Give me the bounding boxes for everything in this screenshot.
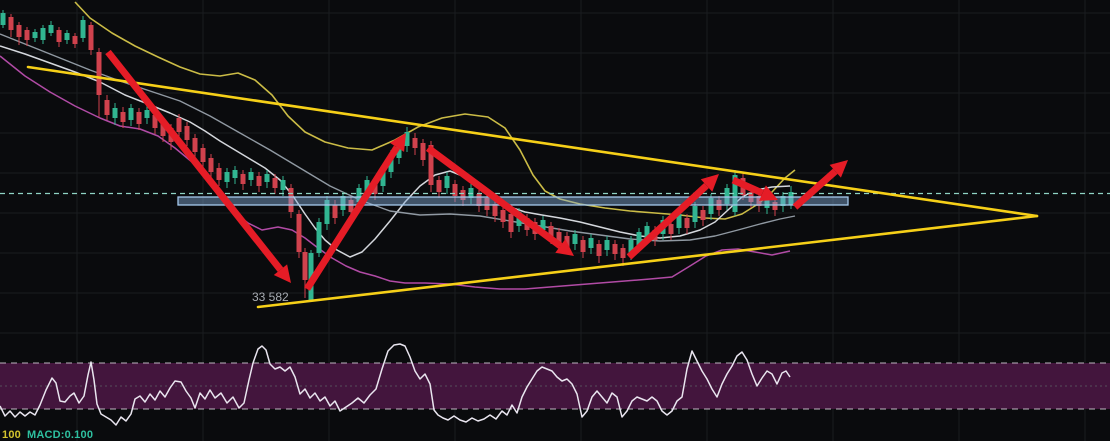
upper-trendline[interactable] xyxy=(26,65,1039,218)
price-zone-rectangle[interactable] xyxy=(177,196,849,206)
triangle-trendlines[interactable] xyxy=(26,65,1039,309)
red-arrow-2[interactable] xyxy=(304,133,406,291)
red-arrow-6[interactable] xyxy=(792,160,848,210)
red-arrow-5[interactable] xyxy=(731,176,778,201)
upper-band-yellow xyxy=(74,1,796,220)
lower-trendline[interactable] xyxy=(256,214,1039,309)
macd-value: MACD:0.100 xyxy=(26,429,94,441)
indicator-value-yellow: 100 xyxy=(2,429,21,441)
red-projection-arrows[interactable] xyxy=(105,49,848,291)
oscillator-line xyxy=(0,343,791,426)
low-price-label: 33 582 xyxy=(252,290,289,304)
indicator-readout: 100 MACD:0.100 xyxy=(2,429,99,441)
lower-band-magenta xyxy=(0,55,791,290)
red-arrow-4[interactable] xyxy=(626,174,719,260)
oscillator-panel xyxy=(0,343,1110,426)
red-arrow-1[interactable] xyxy=(105,49,291,283)
red-arrow-3[interactable] xyxy=(425,145,574,256)
